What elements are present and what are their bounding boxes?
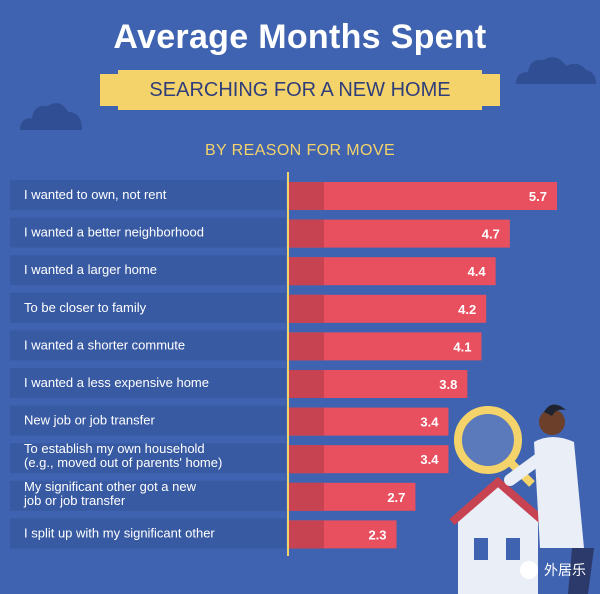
bar-base-shade	[288, 257, 324, 286]
bar-base-shade	[288, 445, 324, 474]
category-row-background	[10, 480, 286, 511]
bar-base-shade	[288, 520, 324, 549]
category-label: I wanted a shorter commute	[24, 337, 185, 352]
value-label: 4.7	[482, 227, 500, 242]
value-label: 4.2	[458, 302, 476, 317]
category-row-background	[10, 217, 286, 248]
category-row-background	[10, 292, 286, 323]
value-label: 2.3	[368, 527, 386, 542]
person-with-magnifier-illustration	[449, 404, 594, 594]
bar-base-shade	[288, 482, 324, 511]
banner-ribbon-left	[100, 74, 120, 106]
value-label: 4.4	[468, 264, 487, 279]
category-row-background	[10, 405, 286, 436]
value-label: 3.4	[420, 452, 439, 467]
cloud-icon	[20, 103, 82, 130]
category-row-background	[10, 368, 286, 398]
banner-ribbon-right	[480, 74, 500, 106]
category-label: To establish my own household (e.g., move…	[24, 441, 222, 470]
category-row-background	[10, 518, 286, 549]
wechat-icon	[520, 561, 538, 579]
bar	[288, 219, 510, 248]
bar-base-shade	[288, 219, 324, 248]
watermark: 外居乐	[520, 560, 586, 580]
category-label: I wanted a less expensive home	[24, 375, 209, 390]
category-label: I split up with my significant other	[24, 525, 215, 540]
bar-base-shade	[288, 370, 324, 398]
value-label: 3.4	[420, 415, 439, 430]
category-row-background	[10, 330, 286, 361]
bar-base-shade	[288, 332, 324, 361]
banner: SEARCHING FOR A NEW HOME	[118, 70, 482, 110]
category-label: I wanted a better neighborhood	[24, 225, 204, 240]
bar-base-shade	[288, 407, 324, 436]
cloud-icon	[516, 57, 596, 84]
chart-subtitle: BY REASON FOR MOVE	[204, 142, 396, 159]
category-row-background	[10, 443, 286, 474]
value-label: 4.1	[453, 339, 471, 354]
value-label: 5.7	[529, 189, 547, 204]
value-label: 3.8	[439, 377, 457, 392]
category-label: I wanted a larger home	[24, 262, 157, 277]
page-title: Average Months Spent	[113, 18, 487, 56]
bar-base-shade	[288, 182, 324, 210]
watermark-text: 外居乐	[544, 562, 586, 578]
category-label: My significant other got a new job or job…	[23, 479, 197, 508]
category-label: I wanted to own, not rent	[24, 187, 167, 202]
bar-base-shade	[288, 294, 324, 323]
category-label: New job or job transfer	[24, 413, 155, 428]
category-row-background	[10, 255, 286, 286]
category-label: To be closer to family	[24, 300, 147, 315]
bar	[288, 182, 557, 210]
value-label: 2.7	[387, 490, 405, 505]
category-row-background	[10, 180, 286, 210]
